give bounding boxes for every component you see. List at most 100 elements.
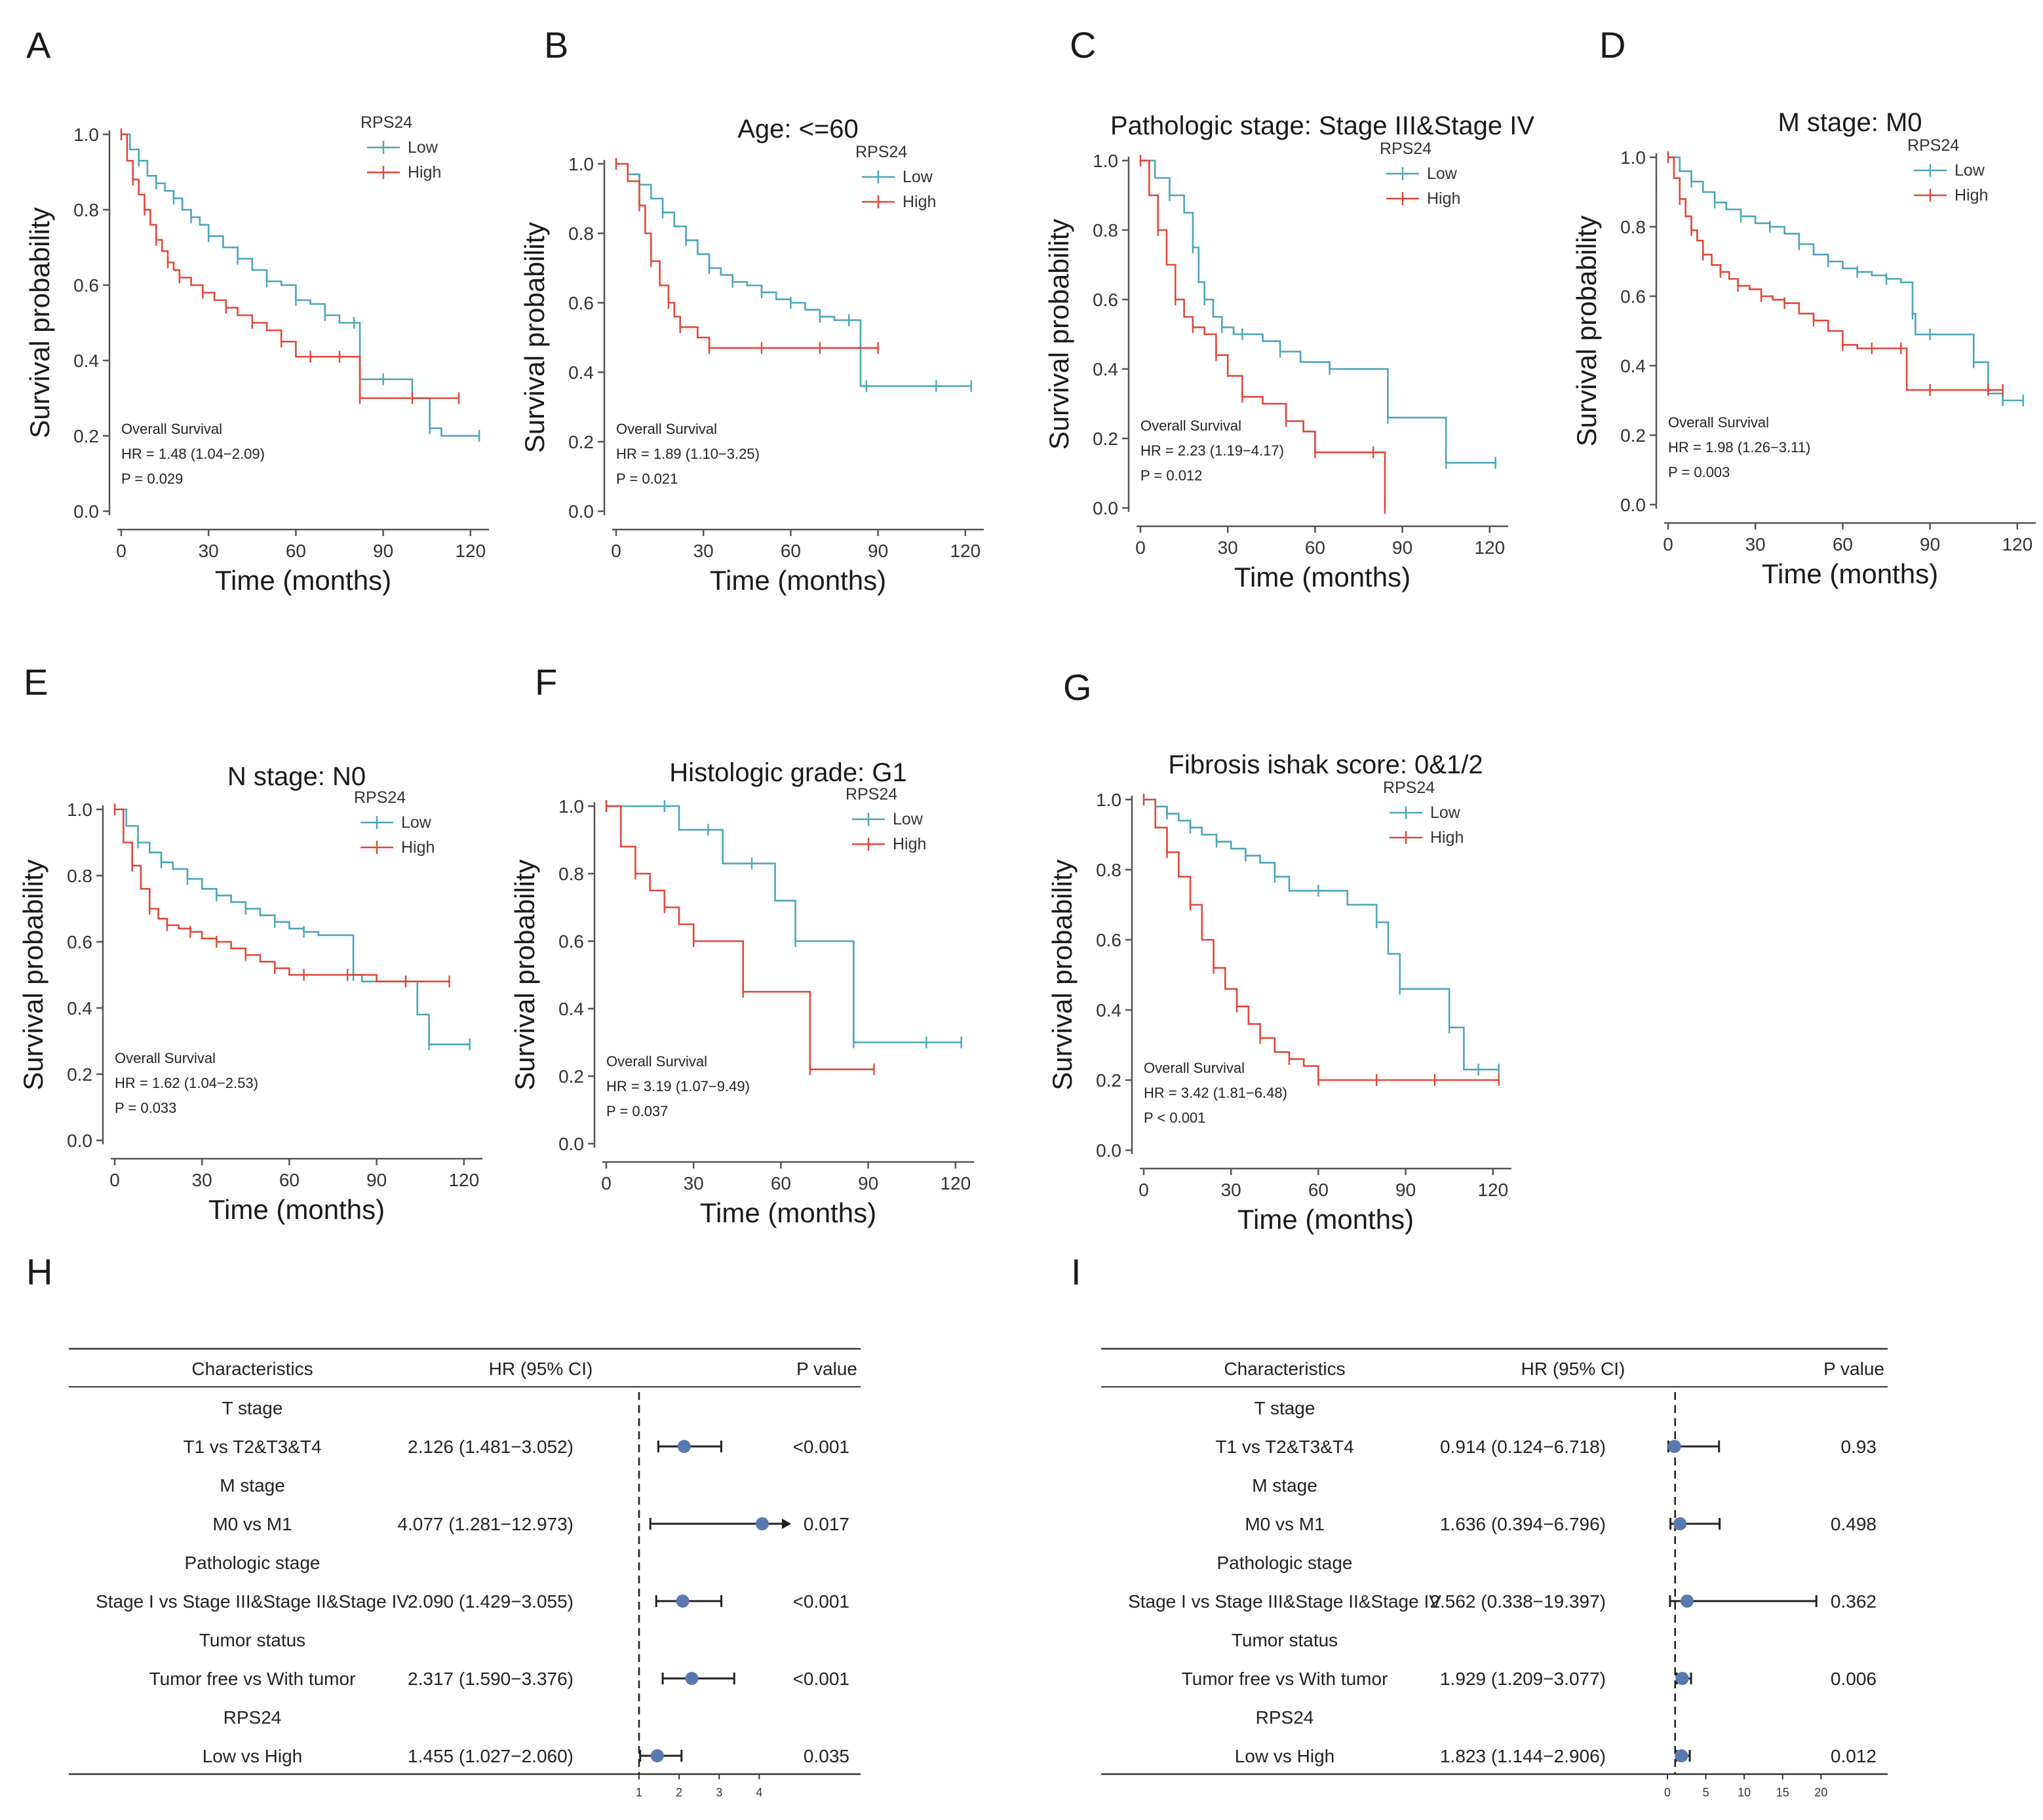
p-value: 0.012 (1831, 1746, 1877, 1766)
km-curve-high (115, 808, 450, 982)
stat-annotation: HR = 1.48 (1.04−2.09) (121, 446, 265, 462)
group-label: Tumor status (199, 1630, 305, 1650)
y-tick-label: 0.4 (1096, 1000, 1121, 1020)
hr-ci-text: 1.455 (1.027−2.060) (408, 1746, 574, 1766)
y-tick-label: 0.0 (558, 1134, 584, 1154)
p-value: <0.001 (793, 1591, 849, 1612)
chart-title: Age: <=60 (737, 115, 859, 144)
forest-tick-label: 10 (1738, 1786, 1751, 1799)
legend-label-low: Low (893, 810, 924, 828)
x-tick-label: 0 (601, 1173, 612, 1193)
x-tick-label: 120 (455, 541, 486, 561)
x-tick-label: 120 (940, 1173, 971, 1193)
x-axis-label: Time (months) (700, 1197, 876, 1228)
y-tick-label: 1.0 (558, 796, 584, 817)
forest-tick-label: 15 (1776, 1786, 1789, 1799)
km-curve-high (1144, 798, 1499, 1081)
y-tick-label: 1.0 (1620, 147, 1646, 168)
km-curve-low (1144, 798, 1499, 1071)
y-tick-label: 1.0 (1093, 151, 1118, 171)
chart-title: M stage: M0 (1778, 108, 1922, 137)
y-tick-label: 0.6 (1620, 286, 1646, 307)
legend-label-low: Low (408, 138, 438, 157)
forest-tick-label: 20 (1814, 1786, 1827, 1799)
x-tick-label: 60 (279, 1170, 300, 1190)
km-curve-low (616, 163, 971, 387)
hr-ci-text: 1.823 (1.144−2.906) (1440, 1746, 1606, 1766)
x-tick-label: 120 (1474, 537, 1505, 558)
panel-letter-H: H (26, 1251, 52, 1292)
group-label: M stage (220, 1475, 285, 1496)
x-tick-label: 0 (1135, 537, 1146, 558)
legend-label-high: High (1427, 189, 1460, 208)
panel-letter-C: C (1070, 24, 1096, 66)
group-label: M stage (1252, 1475, 1317, 1496)
y-tick-label: 0.0 (67, 1131, 92, 1151)
row-label: M0 vs M1 (212, 1514, 292, 1534)
stat-annotation: Overall Survival (115, 1050, 216, 1066)
legend-label-low: Low (1955, 161, 1985, 180)
forest-panel-I: Characteristics HR (95% CI) P value T stage… (1101, 1347, 1888, 1799)
km-curve-high (606, 805, 874, 1070)
hr-point (677, 1440, 691, 1453)
p-value: 0.035 (804, 1746, 849, 1766)
x-axis-label: Time (months) (1234, 562, 1411, 592)
y-axis-label: Survival probability (1571, 216, 1602, 447)
y-tick-label: 0.8 (1096, 860, 1121, 880)
group-label: RPS24 (1256, 1707, 1314, 1728)
row-label: Low vs High (1235, 1746, 1335, 1766)
y-tick-label: 0.2 (67, 1064, 92, 1085)
stat-annotation: P = 0.012 (1140, 467, 1202, 484)
hr-ci-text: 2.562 (0.338−19.397) (1430, 1591, 1606, 1612)
stat-annotation: Overall Survival (1144, 1060, 1245, 1076)
row-label: T1 vs T2&T3&T4 (183, 1437, 321, 1457)
x-tick-label: 60 (286, 541, 306, 561)
km-panel-D: M stage: M0 0.0 0.2 0.4 0.6 0.8 1.0 0 30 60 90 120 T… (1571, 108, 2036, 589)
y-tick-label: 1.0 (67, 800, 92, 820)
stat-annotation: Overall Survival (1668, 414, 1769, 431)
y-tick-label: 0.2 (1096, 1070, 1121, 1091)
header-p-value: P value (1823, 1359, 1884, 1379)
x-tick-label: 30 (684, 1173, 704, 1193)
y-axis-label: Survival probability (519, 222, 550, 454)
panel-letter-A: A (26, 24, 51, 66)
legend-label-high: High (408, 163, 441, 182)
forest-tick-label: 4 (756, 1786, 762, 1799)
x-tick-label: 0 (1663, 534, 1673, 554)
km-panel-B: Age: <=60 0.0 0.2 0.4 0.6 0.8 1.0 0 30 60 90 120 Tim… (519, 115, 984, 596)
y-tick-label: 0.0 (1096, 1140, 1121, 1161)
y-axis-label: Survival probability (24, 207, 55, 438)
legend-title: RPS24 (1383, 779, 1435, 797)
x-axis-label: Time (months) (710, 565, 886, 596)
y-tick-label: 0.4 (568, 362, 594, 383)
x-axis-label: Time (months) (208, 1194, 385, 1225)
hr-point (1675, 1672, 1689, 1685)
y-tick-label: 1.0 (1096, 790, 1121, 810)
hr-ci-text: 4.077 (1.281−12.973) (397, 1514, 574, 1534)
row-label: T1 vs T2&T3&T4 (1215, 1437, 1353, 1457)
legend-title: RPS24 (855, 143, 907, 161)
x-tick-label: 0 (611, 541, 621, 561)
y-tick-label: 0.8 (73, 200, 99, 220)
x-tick-label: 120 (1477, 1180, 1508, 1200)
x-tick-label: 60 (1305, 537, 1325, 558)
x-tick-label: 90 (1920, 534, 1940, 554)
x-tick-label: 60 (781, 541, 801, 561)
panel-letter-D: D (1599, 24, 1625, 66)
km-curve-high (1140, 159, 1386, 508)
stat-annotation: Overall Survival (121, 421, 222, 437)
header-characteristics: Characteristics (1224, 1359, 1345, 1379)
hr-ci-text: 1.929 (1.209−3.077) (1440, 1669, 1606, 1689)
row-label: Stage I vs Stage III&Stage II&Stage IV (96, 1591, 409, 1612)
hr-point (1673, 1517, 1687, 1530)
y-tick-label: 0.6 (558, 931, 584, 952)
stat-annotation: P = 0.037 (606, 1103, 668, 1119)
y-tick-label: 0.8 (67, 866, 92, 886)
km-panel-E: N stage: N0 0.0 0.2 0.4 0.6 0.8 1.0 0 30 60 90 120 T… (18, 762, 482, 1225)
forest-tick-label: 0 (1664, 1786, 1671, 1799)
stat-annotation: P = 0.021 (616, 471, 678, 487)
x-tick-label: 90 (373, 541, 393, 561)
panel-letter-G: G (1063, 667, 1092, 708)
group-label: T stage (222, 1398, 283, 1418)
x-tick-label: 30 (1745, 534, 1766, 554)
